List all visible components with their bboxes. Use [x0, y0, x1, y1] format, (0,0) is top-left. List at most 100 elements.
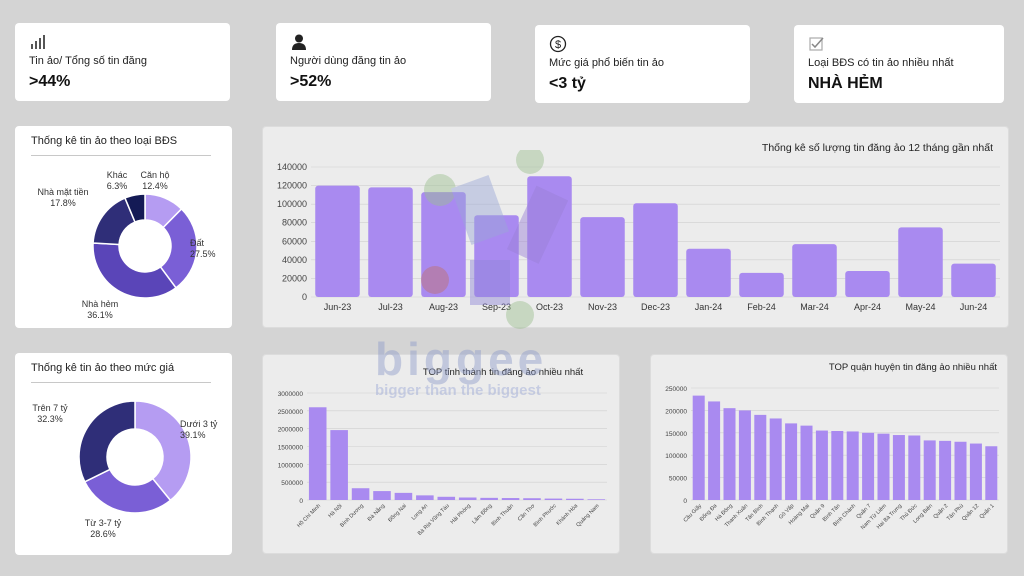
slice-label: Từ 3-7 tỷ: [85, 518, 122, 528]
x-tick-label: Quận 12: [961, 503, 980, 522]
x-tick-label: Feb-24: [747, 302, 776, 312]
bar: [877, 433, 890, 500]
y-tick-label: 100000: [277, 199, 307, 209]
y-tick-label: 2500000: [278, 409, 304, 416]
user-icon: [292, 34, 306, 50]
bar: [587, 499, 606, 500]
panel-title: Thống kê tin ảo theo loại BĐS: [31, 135, 178, 147]
bar: [527, 176, 572, 297]
donut-slice: [123, 193, 146, 223]
slice-value-label: 36.1%: [87, 310, 113, 320]
slice-label: Khác: [107, 170, 128, 180]
donut-slice: [83, 468, 172, 514]
bar: [421, 192, 466, 297]
bar: [686, 248, 731, 297]
x-tick-label: Hồ Chí Minh: [296, 503, 322, 529]
x-tick-label: Jun-23: [324, 302, 352, 312]
kpi-label: Tin ảo/ Tổng số tin đăng: [29, 55, 148, 67]
slice-value-label: 27.5%: [190, 249, 216, 259]
bar: [330, 430, 348, 500]
x-tick-label: Bình Phước: [533, 503, 558, 528]
chart-title: Thống kê số lượng tin đăng ảo 12 tháng g…: [762, 142, 993, 154]
bar: [923, 440, 936, 500]
slice-label: Dưới 3 tỷ: [180, 419, 218, 429]
y-tick-label: 140000: [277, 162, 307, 172]
panel-title: Thống kê tin ảo theo mức giá: [31, 362, 175, 374]
slice-label: Nhà hẻm: [82, 299, 119, 309]
bar-chart-icon: [31, 35, 45, 49]
bar: [769, 418, 782, 500]
bar: [566, 498, 584, 500]
bar: [831, 431, 844, 500]
slice-label: Trên 7 tỷ: [32, 403, 68, 413]
kpi-card-fake-users: Người dùng đăng tin ảo >52%: [276, 23, 491, 101]
divider: [31, 382, 211, 383]
bar: [939, 440, 952, 500]
y-tick-label: 200000: [665, 408, 687, 415]
kpi-card-common-price: $ Mức giá phổ biến tin ảo <3 tỷ: [535, 25, 750, 103]
kpi-card-fake-ratio: Tin ảo/ Tổng số tin đăng >44%: [15, 23, 230, 101]
bar: [969, 443, 982, 500]
donut-slice: [78, 400, 136, 483]
bar: [633, 203, 678, 297]
bar: [708, 401, 721, 500]
y-tick-label: 1500000: [278, 445, 304, 452]
bar: [754, 414, 767, 500]
bar: [308, 407, 327, 500]
x-tick-label: Đồng Nai: [387, 503, 407, 523]
bar: [523, 498, 541, 500]
kpi-value: >52%: [290, 73, 332, 90]
x-tick-label: Jul-23: [378, 302, 403, 312]
x-tick-label: Cần Thơ: [517, 503, 537, 523]
district-chart-panel: TOP quận huyện tin đăng ảo nhiều nhất 0 50…: [650, 354, 1008, 554]
bar: [474, 215, 519, 297]
bar: [738, 410, 751, 500]
slice-value-label: 12.4%: [142, 181, 168, 191]
slice-label: Nhà mặt tiền: [37, 187, 88, 197]
monthly-chart-panel: Thống kê số lượng tin đăng ảo 12 tháng g…: [262, 126, 1009, 328]
kpi-value: >44%: [29, 73, 71, 90]
bar: [892, 435, 905, 500]
y-tick-label: 500000: [281, 480, 303, 487]
y-tick-label: 20000: [282, 273, 307, 283]
bar: [501, 498, 520, 500]
bar: [846, 431, 859, 500]
bar: [985, 446, 998, 500]
x-tick-label: Long An: [411, 503, 430, 522]
y-tick-label: 0: [683, 498, 687, 505]
property-type-panel: Thống kê tin ảo theo loại BĐS Căn hộ 12.4…: [15, 126, 232, 328]
price-range-panel: Thống kê tin ảo theo mức giá Dưới 3 tỷ 39…: [15, 353, 232, 555]
bar: [458, 497, 477, 500]
bar: [480, 497, 498, 500]
bar: [898, 227, 943, 297]
y-tick-label: 0: [302, 292, 307, 302]
province-chart-panel: TOP tỉnh thành tin đăng ảo nhiều nhất 0 50…: [262, 354, 620, 554]
divider: [31, 155, 211, 156]
x-tick-label: Quảng Nam: [575, 503, 601, 529]
bar: [416, 495, 434, 500]
x-tick-label: Lâm Đồng: [471, 503, 493, 525]
x-tick-label: Nov-23: [588, 302, 617, 312]
x-tick-label: Sep-23: [482, 302, 511, 312]
x-tick-label: Bình Thuận: [491, 503, 515, 527]
kpi-card-top-property-type: Loại BĐS có tin ảo nhiều nhất NHÀ HẺM: [794, 25, 1004, 103]
bar: [862, 432, 875, 500]
bar: [373, 491, 391, 500]
bar: [351, 488, 370, 500]
y-tick-label: 100000: [665, 453, 687, 460]
x-tick-label: Hải Phòng: [450, 503, 472, 525]
y-tick-label: 0: [299, 498, 303, 505]
y-tick-label: 150000: [665, 431, 687, 438]
bar: [951, 263, 996, 297]
bar: [800, 425, 813, 500]
bar: [739, 272, 784, 297]
x-tick-label: Oct-23: [536, 302, 563, 312]
kpi-value: NHÀ HẺM: [808, 75, 883, 92]
bar: [723, 408, 736, 500]
x-tick-label: May-24: [905, 302, 935, 312]
bar: [792, 244, 837, 297]
y-tick-label: 1000000: [278, 462, 304, 469]
kpi-value: <3 tỷ: [549, 75, 586, 92]
slice-label: Đất: [190, 238, 205, 248]
